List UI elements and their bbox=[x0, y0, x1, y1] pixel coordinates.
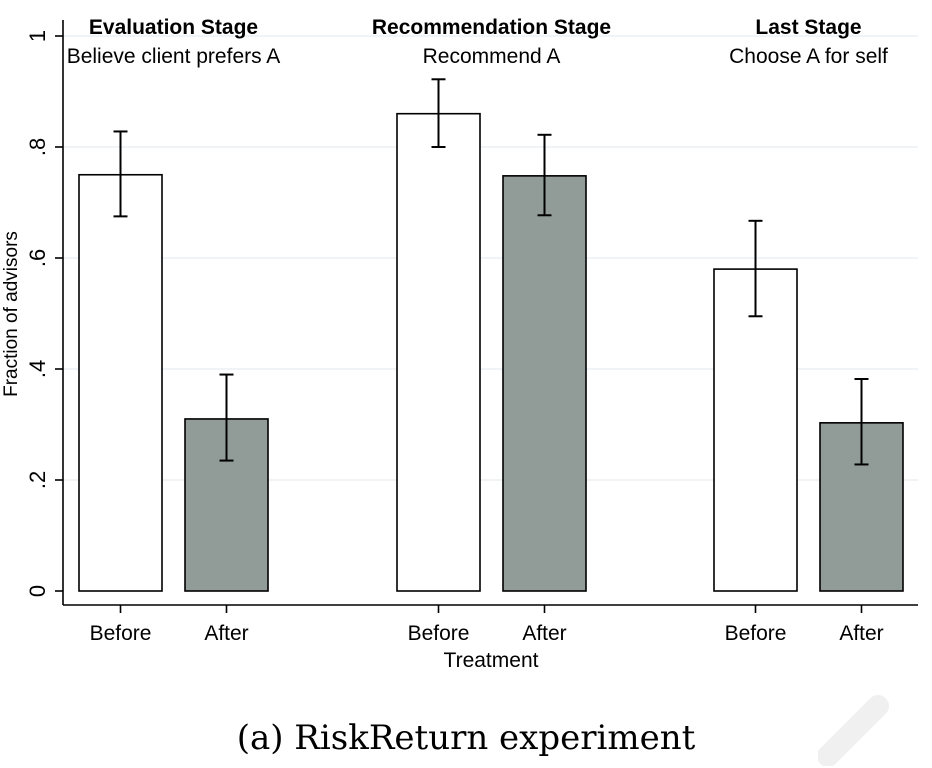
y-ticks: 0 .2 .4 .6 .8 1 bbox=[25, 30, 63, 597]
y-tick-label: .4 bbox=[25, 360, 50, 378]
category-label: Before bbox=[90, 622, 152, 645]
y-tick-label: 1 bbox=[25, 30, 50, 42]
panel-titles: Evaluation Stage Believe client prefers A… bbox=[67, 16, 888, 68]
bar-before bbox=[713, 268, 798, 592]
category-label: Before bbox=[408, 622, 470, 645]
bars bbox=[78, 112, 904, 592]
x-axis-title: Treatment bbox=[444, 649, 539, 672]
panel-subtitle: Recommend A bbox=[423, 45, 561, 68]
watermark-arc bbox=[818, 695, 889, 766]
category-label: After bbox=[204, 622, 248, 645]
y-axis-title: Fraction of advisors bbox=[1, 231, 22, 397]
panel-title: Last Stage bbox=[755, 16, 861, 39]
bar-after bbox=[819, 422, 904, 592]
panel-title: Evaluation Stage bbox=[89, 16, 258, 39]
bar-before bbox=[78, 173, 163, 592]
category-label: After bbox=[522, 622, 566, 645]
y-tick-label: 0 bbox=[25, 585, 50, 597]
category-label: After bbox=[839, 622, 883, 645]
bar-after bbox=[502, 175, 587, 592]
panel-subtitle: Choose A for self bbox=[729, 45, 888, 68]
panel-title: Recommendation Stage bbox=[372, 16, 611, 39]
y-tick-label: .2 bbox=[25, 471, 50, 489]
error-bars bbox=[113, 78, 869, 466]
y-tick-label: .8 bbox=[25, 138, 50, 156]
category-label: Before bbox=[725, 622, 787, 645]
category-labels: Before After Before After Before After bbox=[90, 605, 884, 645]
figure-caption: (a) RiskReturn experiment bbox=[236, 718, 696, 758]
y-tick-label: .6 bbox=[25, 249, 50, 267]
bar-chart: 0 .2 .4 .6 .8 1 Before After Before After Before A… bbox=[1, 16, 918, 672]
bar-before bbox=[396, 112, 481, 592]
panel-subtitle: Believe client prefers A bbox=[67, 45, 281, 68]
